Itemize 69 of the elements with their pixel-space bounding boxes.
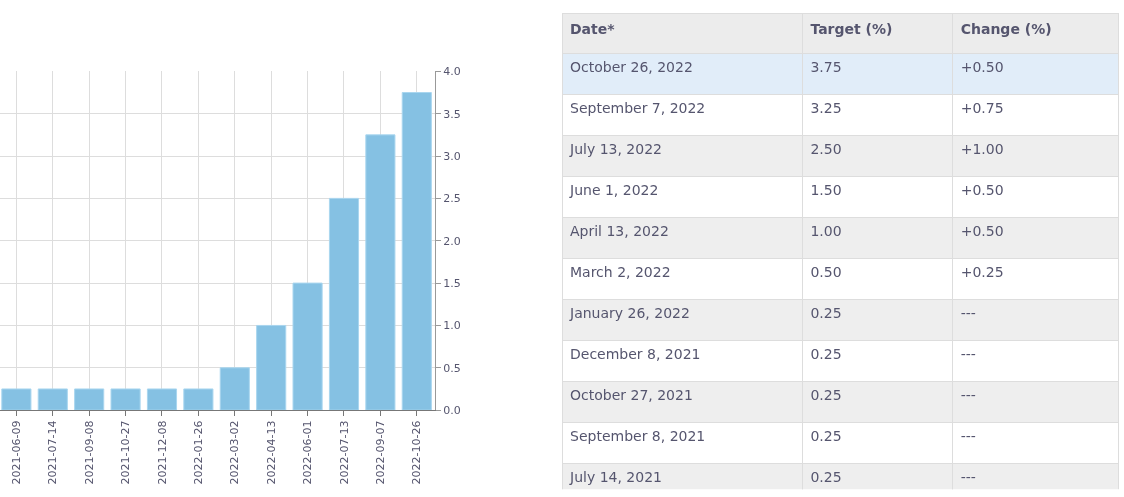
y-tick-label: 2.5 — [443, 192, 461, 206]
y-tick-label: 0.0 — [443, 403, 461, 417]
x-tick-label: 2021-12-08 — [155, 420, 169, 485]
bar — [110, 388, 141, 411]
text: 0.25 — [810, 427, 842, 444]
category-label: Date* — [570, 21, 616, 38]
bar — [292, 282, 323, 411]
category-label: Target (%) — [810, 21, 893, 38]
text: +0.50 — [960, 58, 1004, 75]
text: 1.50 — [810, 181, 842, 198]
text: 0.50 — [810, 263, 842, 280]
y-tick-label: 1.5 — [443, 276, 461, 290]
text: July 13, 2022 — [570, 140, 662, 157]
x-tick-label: 2022-09-07 — [373, 420, 387, 485]
text: 2.50 — [810, 140, 842, 157]
bar — [365, 134, 396, 411]
x-tick-label: 2022-04-13 — [264, 420, 278, 485]
text: +0.50 — [960, 181, 1004, 198]
text: March 2, 2022 — [570, 263, 671, 280]
y-tick-label: 4.0 — [443, 65, 461, 79]
text: --- — [960, 386, 976, 403]
text: September 8, 2021 — [570, 427, 706, 444]
text: 3.25 — [810, 99, 842, 116]
text: +0.50 — [960, 222, 1004, 239]
bar — [37, 388, 68, 411]
y-tick-label: 1.0 — [443, 319, 461, 333]
text: --- — [960, 427, 976, 444]
x-tick-label: 2021-07-14 — [46, 420, 60, 485]
text: --- — [960, 345, 976, 362]
x-tick-label: 2022-03-02 — [228, 420, 242, 485]
y-tick-label: 2.0 — [443, 234, 461, 248]
bar — [1, 388, 32, 411]
text: --- — [960, 468, 976, 485]
x-tick-label: 2022-06-01 — [301, 420, 315, 485]
y-tick-label: 3.5 — [443, 107, 461, 121]
bar — [146, 388, 178, 411]
category-label: Change (%) — [960, 21, 1052, 38]
text: July 14, 2021 — [570, 468, 662, 485]
text: October 26, 2022 — [570, 58, 693, 75]
bar — [256, 324, 287, 411]
bar — [183, 388, 214, 411]
x-tick-label: 2021-06-09 — [9, 420, 23, 485]
text: December 8, 2021 — [570, 345, 701, 362]
text: 3.75 — [810, 58, 842, 75]
y-tick-label: 3.0 — [443, 149, 461, 163]
text: April 13, 2022 — [570, 222, 669, 239]
text: January 26, 2022 — [570, 304, 690, 321]
text: 1.00 — [810, 222, 842, 239]
text: +1.00 — [960, 140, 1004, 157]
text: --- — [960, 304, 976, 321]
bar — [219, 367, 250, 411]
bar — [74, 388, 105, 411]
x-tick-label: 2021-10-27 — [119, 420, 133, 485]
x-tick-label: 2022-07-13 — [337, 420, 351, 485]
bar — [401, 92, 432, 411]
text: +0.75 — [960, 99, 1004, 116]
text: 0.25 — [810, 386, 842, 403]
text: 0.25 — [810, 345, 842, 362]
x-tick-label: 2022-01-26 — [191, 420, 205, 485]
text: 0.25 — [810, 468, 842, 485]
text: September 7, 2022 — [570, 99, 706, 116]
text: 0.25 — [810, 304, 842, 321]
text: June 1, 2022 — [570, 181, 659, 198]
x-tick-label: 2021-09-08 — [82, 420, 96, 485]
bar — [328, 197, 360, 411]
text: +0.25 — [960, 263, 1004, 280]
y-tick-label: 0.5 — [443, 361, 461, 375]
x-tick-label: 2022-10-26 — [410, 420, 424, 485]
text: October 27, 2021 — [570, 386, 693, 403]
